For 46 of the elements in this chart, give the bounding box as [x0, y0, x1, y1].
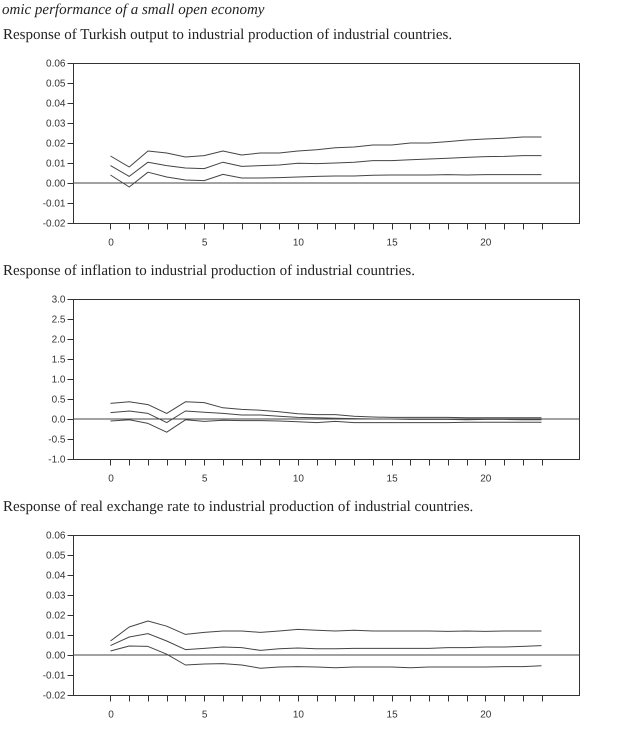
chart-title: Response of Turkish output to industrial production of industrial countries. — [3, 27, 452, 43]
chart-title: Response of inflation to industrial production of industrial countries. — [3, 263, 416, 279]
y-tick-label: 0.06 — [46, 530, 66, 542]
x-tick-label: 5 — [202, 474, 208, 484]
y-tick-label: -0.02 — [42, 218, 66, 230]
text: omic performance of a small open economy — [2, 2, 266, 19]
x-tick-label: 20 — [480, 710, 492, 720]
y-tick-label: 0.0 — [52, 414, 66, 426]
x-tick-label: 5 — [202, 238, 208, 248]
x-tick-label: 0 — [108, 238, 114, 248]
y-tick-label: 3.0 — [52, 294, 66, 306]
y-tick-label: 0.03 — [46, 590, 66, 602]
y-tick-label: 0.01 — [46, 630, 66, 642]
y-tick-label: -0.5 — [48, 434, 66, 446]
y-tick-label: 0.06 — [46, 58, 66, 70]
y-tick-label: 0.01 — [46, 158, 66, 170]
chart-title: Response of real exchange rate to industrial production of industrial countries. — [3, 499, 474, 515]
y-tick-label: -0.01 — [42, 198, 66, 210]
x-tick-label: 20 — [480, 474, 492, 484]
y-tick-label: -1.0 — [48, 454, 66, 466]
x-tick-label: 5 — [202, 710, 208, 720]
x-tick-label: 15 — [386, 710, 398, 720]
y-tick-label: 0.03 — [46, 118, 66, 130]
x-tick-label: 10 — [292, 238, 304, 248]
y-tick-label: 0.5 — [52, 394, 66, 406]
y-tick-label: -0.01 — [42, 670, 66, 682]
y-tick-label: -0.02 — [42, 690, 66, 702]
y-tick-label: 0.04 — [46, 570, 66, 582]
y-tick-label: 2.0 — [52, 334, 66, 346]
x-tick-label: 0 — [108, 474, 114, 484]
x-tick-label: 20 — [480, 238, 492, 248]
y-tick-label: 1.0 — [52, 374, 66, 386]
y-tick-label: 0.00 — [46, 650, 66, 662]
x-tick-label: 15 — [386, 474, 398, 484]
y-tick-label: 0.04 — [46, 98, 66, 110]
y-tick-label: 1.5 — [52, 354, 66, 366]
x-tick-label: 0 — [108, 710, 114, 720]
x-tick-label: 15 — [386, 238, 398, 248]
y-tick-label: 0.00 — [46, 178, 66, 190]
y-tick-label: 0.05 — [46, 550, 66, 562]
y-tick-label: 0.02 — [46, 610, 66, 622]
y-tick-label: 0.05 — [46, 78, 66, 90]
x-tick-label: 10 — [292, 710, 304, 720]
y-tick-label: 2.5 — [52, 314, 66, 326]
y-tick-label: 0.02 — [46, 138, 66, 150]
x-tick-label: 10 — [292, 474, 304, 484]
